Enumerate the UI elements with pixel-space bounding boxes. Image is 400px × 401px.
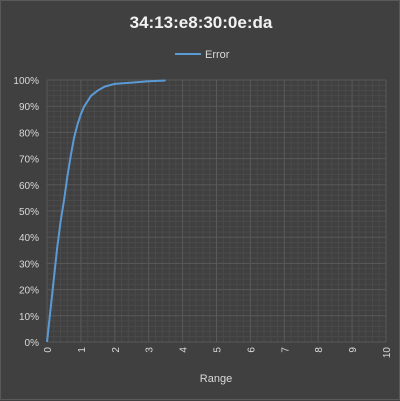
chart-title: 34:13:e8:30:0e:da xyxy=(130,13,273,32)
y-tick-label: 60% xyxy=(19,181,39,192)
x-tick-label: 9 xyxy=(348,347,359,353)
x-tick-label: 1 xyxy=(77,347,88,353)
x-tick-label: 3 xyxy=(145,347,156,353)
x-tick-label: 7 xyxy=(280,347,291,353)
x-tick-label: 4 xyxy=(179,347,190,353)
x-tick-label: 2 xyxy=(111,347,122,353)
y-tick-label: 80% xyxy=(19,128,39,139)
x-tick-label: 5 xyxy=(213,347,224,353)
grid-major xyxy=(46,79,387,343)
y-tick-label: 90% xyxy=(19,102,39,113)
y-tick-label: 0% xyxy=(25,338,40,349)
legend-label-error: Error xyxy=(205,49,230,61)
x-tick-label: 6 xyxy=(246,347,257,353)
series-line-error xyxy=(46,79,166,343)
x-tick-label: 8 xyxy=(314,347,325,353)
y-tick-label: 100% xyxy=(13,76,39,87)
y-tick-label: 70% xyxy=(19,155,39,166)
x-axis-label: Range xyxy=(200,373,232,385)
x-axis-ticks: 0 1 2 3 4 5 6 7 8 9 10 xyxy=(43,347,393,359)
y-tick-label: 10% xyxy=(19,312,39,323)
y-tick-label: 20% xyxy=(19,286,39,297)
legend: Error xyxy=(175,49,230,61)
y-tick-label: 50% xyxy=(19,207,39,218)
x-tick-label: 0 xyxy=(43,347,54,353)
y-tick-label: 40% xyxy=(19,233,39,244)
x-tick-label: 10 xyxy=(382,347,393,359)
y-axis-ticks: 0% 10% 20% 30% 40% 50% 60% 70% 80% 90% 100% xyxy=(13,76,39,349)
y-tick-label: 30% xyxy=(19,259,39,270)
series-group xyxy=(46,79,166,343)
